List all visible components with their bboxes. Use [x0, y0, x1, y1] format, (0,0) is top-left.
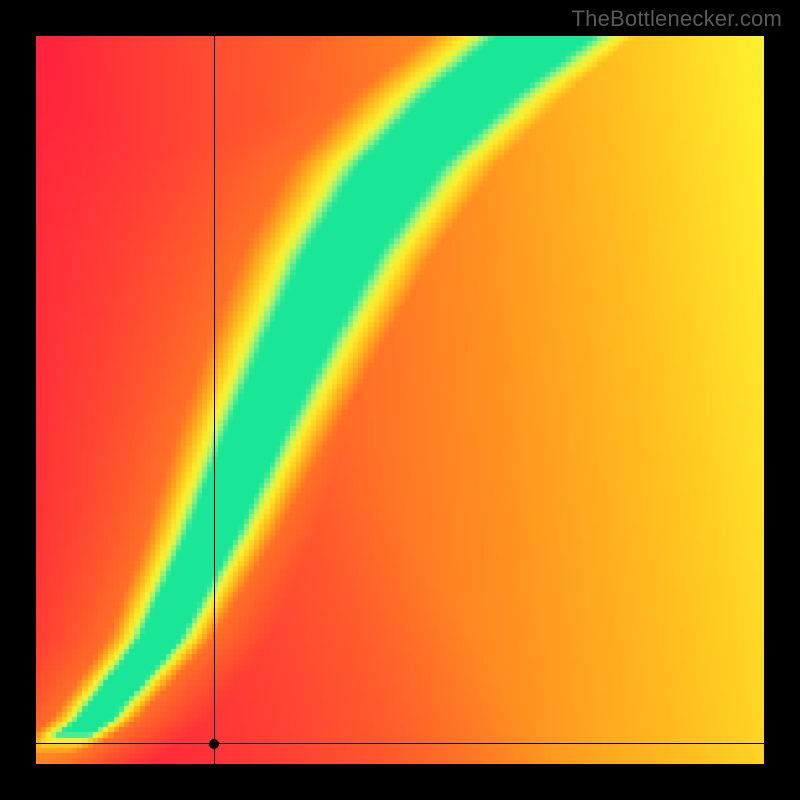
- watermark-text: TheBottlenecker.com: [572, 6, 782, 32]
- crosshair-vertical: [214, 36, 215, 764]
- crosshair-marker-dot: [209, 739, 219, 749]
- heatmap-canvas: [36, 36, 764, 764]
- plot-area: [36, 36, 764, 764]
- crosshair-horizontal: [36, 743, 764, 744]
